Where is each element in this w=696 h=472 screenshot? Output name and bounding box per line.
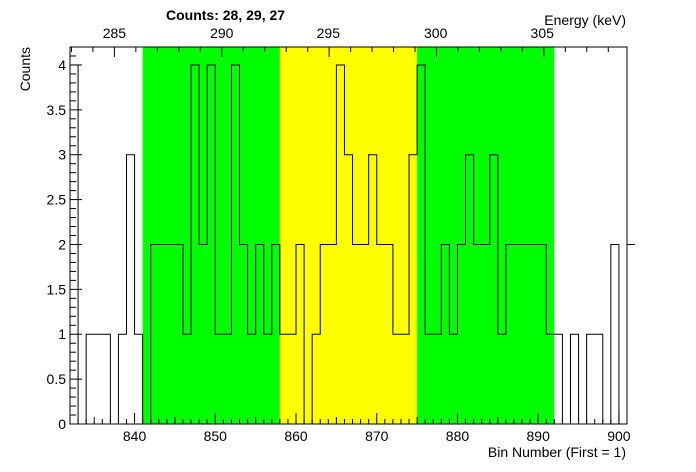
x-tick-label: 880	[446, 428, 470, 444]
x-tick-label: 860	[284, 428, 308, 444]
x-axis-label: Bin Number (First = 1)	[488, 444, 626, 460]
y-tick-label: 4	[58, 57, 66, 73]
y-tick-label: 1.5	[47, 281, 67, 297]
y-tick-label: 0	[58, 416, 66, 432]
x-tick-label: 890	[527, 428, 551, 444]
highlight-regions	[142, 47, 555, 424]
axes-ticks: 840 850 860 870 880 890 900 0 0.5 1 1.5 2 2.5 3 3.5 4 28…	[47, 25, 631, 444]
y-axis-label: Counts	[17, 47, 33, 91]
x-tick-label: 870	[365, 428, 389, 444]
x2-tick-label: 295	[317, 25, 341, 41]
y-tick-label: 3.5	[47, 102, 67, 118]
x2-tick-label: 305	[531, 25, 555, 41]
y-tick-label: 3	[58, 147, 66, 163]
histogram-line	[70, 64, 636, 425]
x-tick-label: 850	[204, 428, 228, 444]
x2-tick-label: 290	[210, 25, 234, 41]
region-1	[279, 47, 418, 424]
x2-tick-label: 300	[424, 25, 448, 41]
y-tick-label: 2	[58, 236, 66, 252]
chart-title: Counts: 28, 29, 27	[166, 7, 285, 23]
region-2	[417, 47, 555, 424]
x-tick-label: 840	[123, 428, 147, 444]
x2-tick-label: 285	[103, 25, 127, 41]
x-tick-label: 900	[607, 428, 631, 444]
y-tick-label: 1	[58, 326, 66, 342]
y-tick-label: 0.5	[47, 371, 67, 387]
y-tick-label: 2.5	[47, 192, 67, 208]
region-0	[142, 47, 280, 424]
energy-axis-label: Energy (keV)	[544, 12, 626, 28]
